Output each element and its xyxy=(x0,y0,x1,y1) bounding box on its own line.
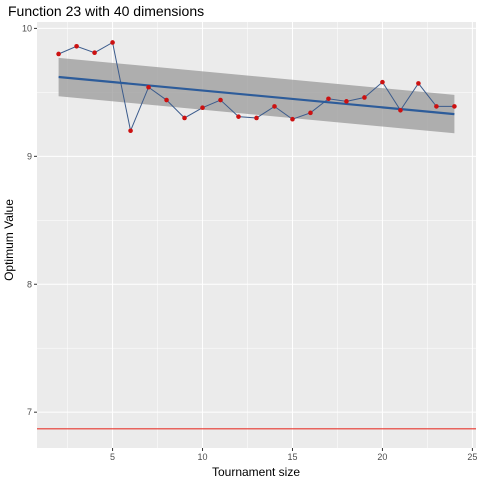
data-point xyxy=(128,128,133,134)
data-point xyxy=(452,104,457,109)
data-point xyxy=(254,115,259,121)
point-layer xyxy=(56,40,457,134)
data-point xyxy=(74,44,79,49)
data-point xyxy=(110,40,115,45)
data-point xyxy=(164,97,169,103)
x-tick-label: 15 xyxy=(287,452,297,462)
data-point xyxy=(362,95,367,100)
y-tick-label: 9 xyxy=(27,151,32,161)
y-axis-title: Optimum Value xyxy=(2,199,16,281)
data-point xyxy=(290,116,295,122)
x-tick-label: 5 xyxy=(110,452,115,462)
fit-layer xyxy=(58,75,455,116)
x-axis-ticks: 5 10 15 20 25 xyxy=(110,448,477,462)
data-point xyxy=(92,50,97,56)
data-point xyxy=(218,97,223,103)
x-tick-label: 25 xyxy=(467,452,477,462)
data-point xyxy=(416,81,421,86)
data-point xyxy=(200,105,205,111)
data-point xyxy=(146,84,151,90)
data-point xyxy=(308,110,313,116)
data-point xyxy=(326,96,331,102)
data-point xyxy=(236,114,241,119)
x-tick-label: 20 xyxy=(377,452,387,462)
y-tick-label: 8 xyxy=(27,279,32,289)
data-point xyxy=(56,51,61,57)
y-tick-label: 10 xyxy=(22,23,32,33)
y-tick-label: 7 xyxy=(27,407,32,417)
data-point xyxy=(272,104,277,109)
data-point xyxy=(182,115,187,121)
data-point xyxy=(380,79,385,85)
x-axis-title: Tournament size xyxy=(212,465,300,479)
regression-line xyxy=(58,75,455,116)
y-axis-ticks: 7 8 9 10 xyxy=(22,23,37,417)
chart-title: Function 23 with 40 dimensions xyxy=(8,3,204,19)
data-point xyxy=(398,107,403,113)
x-tick-label: 10 xyxy=(198,452,208,462)
data-point xyxy=(434,104,439,109)
data-point xyxy=(344,99,349,104)
